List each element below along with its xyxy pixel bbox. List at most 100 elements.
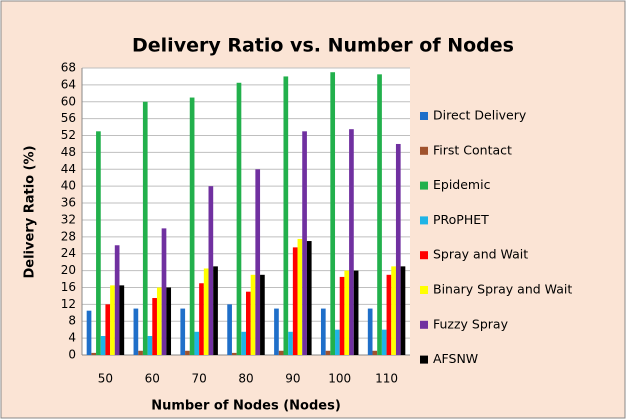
- bar: [241, 331, 246, 355]
- bar: [367, 308, 373, 355]
- bar: [246, 291, 251, 355]
- y-axis-title: Delivery Ratio (%): [23, 145, 38, 278]
- bar: [166, 287, 172, 355]
- legend-label: AFSNW: [433, 351, 478, 366]
- bar: [278, 350, 284, 355]
- y-tick-label: 16: [61, 280, 76, 294]
- x-tick-label: 60: [145, 372, 160, 386]
- bar: [180, 308, 186, 355]
- legend-swatch: [420, 320, 428, 329]
- x-tick-label: 80: [238, 372, 253, 386]
- y-tick-label: 44: [61, 162, 76, 176]
- bar: [325, 350, 331, 355]
- legend-swatch: [420, 286, 428, 294]
- bar: [320, 308, 326, 355]
- x-tick-label: 100: [328, 372, 351, 386]
- bar: [297, 238, 303, 355]
- bar: [250, 274, 256, 355]
- bar: [194, 331, 200, 355]
- bar: [288, 331, 293, 355]
- bar: [231, 352, 237, 355]
- legend-swatch: [420, 146, 428, 155]
- y-tick-label: 68: [61, 61, 76, 75]
- y-tick-label: 52: [61, 128, 76, 142]
- x-tick-label: 50: [98, 372, 113, 386]
- legend-label: First Contact: [433, 142, 512, 157]
- bar: [377, 74, 382, 356]
- x-tick-label: 70: [192, 372, 207, 386]
- y-tick-label: 64: [61, 77, 76, 91]
- x-axis-title: Number of Nodes (Nodes): [151, 399, 341, 414]
- legend-swatch: [420, 251, 428, 260]
- legend-swatch: [420, 112, 428, 120]
- bar: [302, 131, 307, 355]
- legend-label: Spray and Wait: [433, 247, 528, 262]
- bar: [349, 129, 354, 355]
- y-tick-label: 32: [61, 212, 76, 226]
- bar: [386, 274, 392, 355]
- bar: [142, 101, 148, 355]
- bar: [208, 186, 214, 355]
- y-tick-label: 12: [61, 297, 76, 311]
- y-tick-label: 36: [61, 196, 76, 210]
- bar: [339, 276, 345, 355]
- y-tick-label: 20: [61, 263, 76, 277]
- y-tick-label: 24: [61, 246, 76, 260]
- y-tick-label: 48: [61, 145, 76, 159]
- bar: [274, 308, 279, 355]
- bar: [344, 270, 350, 355]
- x-tick-label: 90: [285, 372, 300, 386]
- bar: [110, 285, 115, 355]
- bar: [353, 270, 359, 355]
- legend-label: Direct Delivery: [433, 108, 527, 123]
- bar: [152, 298, 157, 355]
- bar: [203, 268, 209, 355]
- bar: [161, 228, 167, 355]
- bar: [255, 169, 261, 355]
- bar: [114, 245, 120, 355]
- bar: [306, 241, 312, 355]
- chart-title: Delivery Ratio vs. Number of Nodes: [132, 35, 514, 57]
- bar: [86, 310, 92, 355]
- y-tick-label: 40: [61, 179, 76, 193]
- bar: [91, 352, 97, 355]
- bar: [156, 287, 162, 355]
- bar: [119, 285, 125, 355]
- bar: [189, 97, 195, 355]
- bar: [400, 266, 406, 355]
- legend-label: Epidemic: [433, 177, 491, 192]
- legend-swatch: [420, 355, 428, 364]
- bar: [138, 350, 143, 355]
- bar: [260, 274, 265, 355]
- y-tick-label: 4: [68, 331, 76, 345]
- bar: [283, 76, 289, 356]
- legend-label: PRoPHET: [433, 212, 489, 227]
- bar: [391, 266, 396, 355]
- bar: [185, 350, 190, 355]
- y-tick-label: 28: [61, 229, 76, 243]
- legend-label: Fuzzy Spray: [433, 316, 509, 331]
- bar: [213, 266, 218, 355]
- bar: [330, 72, 336, 356]
- bar: [395, 143, 401, 355]
- bar: [147, 336, 153, 355]
- bar: [381, 329, 387, 355]
- bar: [96, 131, 101, 355]
- y-tick-label: 0: [68, 348, 76, 362]
- bar: [100, 336, 106, 355]
- bar: [335, 329, 340, 355]
- legend-swatch: [420, 181, 428, 190]
- y-tick-label: 56: [61, 111, 76, 125]
- legend-swatch: [420, 216, 428, 225]
- bar: [236, 82, 242, 355]
- bar: [372, 350, 378, 355]
- x-tick-label: 110: [375, 372, 398, 386]
- bar: [292, 247, 298, 355]
- legend-label: Binary Spray and Wait: [433, 282, 572, 297]
- bar: [133, 308, 139, 355]
- bar: [105, 304, 111, 355]
- y-tick-label: 8: [68, 314, 76, 328]
- bar: [199, 283, 204, 355]
- bar: [227, 304, 232, 355]
- y-tick-label: 60: [61, 94, 76, 108]
